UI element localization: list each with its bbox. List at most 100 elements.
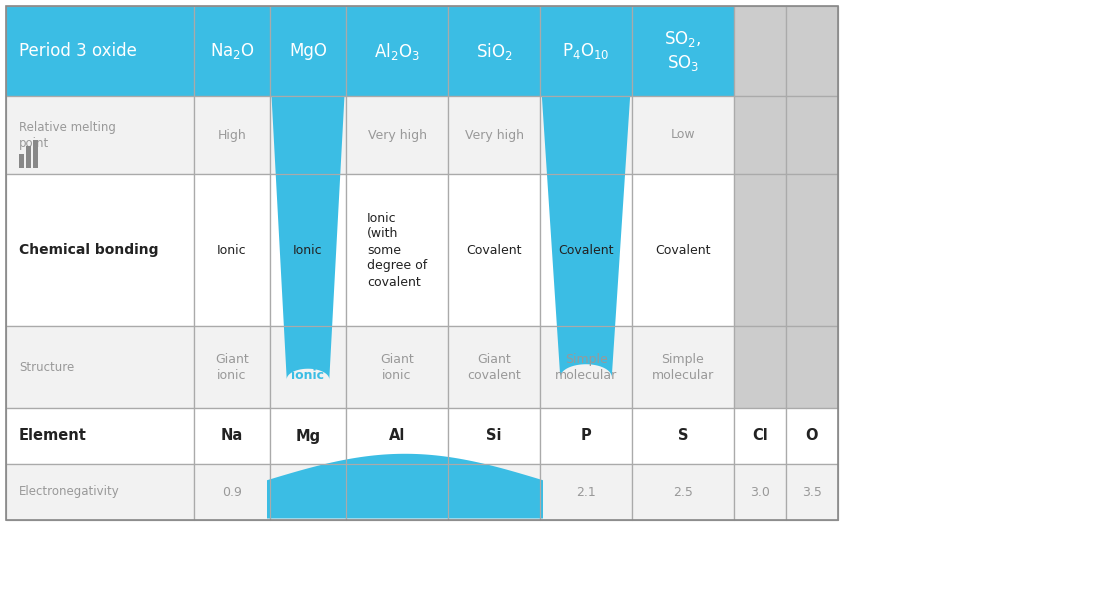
Bar xyxy=(734,464,786,520)
Bar xyxy=(346,6,448,96)
Bar xyxy=(540,408,632,464)
Text: Covalent: Covalent xyxy=(558,244,614,256)
Text: Chemical bonding: Chemical bonding xyxy=(19,243,158,257)
Bar xyxy=(632,408,734,464)
Text: Low: Low xyxy=(671,128,695,141)
Bar xyxy=(632,174,734,326)
Bar xyxy=(346,96,448,174)
Text: Simple
molecular: Simple molecular xyxy=(652,353,714,381)
Bar xyxy=(786,174,838,326)
Bar xyxy=(448,326,540,408)
Bar xyxy=(734,96,786,174)
Bar xyxy=(270,326,346,408)
Bar xyxy=(734,326,786,408)
Bar xyxy=(448,6,540,96)
Bar xyxy=(346,6,448,96)
Bar xyxy=(632,96,734,174)
Text: Al: Al xyxy=(388,429,405,443)
Bar xyxy=(632,174,734,326)
Bar xyxy=(270,326,346,408)
Text: O: O xyxy=(805,429,818,443)
Bar xyxy=(448,174,540,326)
Bar xyxy=(786,174,838,326)
Bar xyxy=(540,6,632,96)
Bar xyxy=(194,408,270,464)
Bar xyxy=(734,408,786,464)
Bar xyxy=(6,326,194,408)
Bar xyxy=(270,174,346,326)
Text: SiO$_2$: SiO$_2$ xyxy=(475,41,513,62)
Text: High: High xyxy=(218,128,246,141)
Text: P$_4$O$_{10}$: P$_4$O$_{10}$ xyxy=(562,41,609,61)
Bar xyxy=(194,174,270,326)
Polygon shape xyxy=(542,96,630,377)
Bar xyxy=(734,174,786,326)
Bar xyxy=(448,464,540,520)
Text: Giant
ionic: Giant ionic xyxy=(381,353,414,381)
Text: S: S xyxy=(678,429,689,443)
Bar xyxy=(786,408,838,464)
Text: Very high: Very high xyxy=(464,128,524,141)
Bar xyxy=(270,464,346,520)
Bar xyxy=(632,326,734,408)
Bar xyxy=(6,6,194,96)
Bar xyxy=(346,464,448,520)
Text: Si: Si xyxy=(486,429,502,443)
Bar xyxy=(6,174,194,326)
Text: Cl: Cl xyxy=(752,429,768,443)
Text: Simple
molecular: Simple molecular xyxy=(554,353,617,381)
Bar xyxy=(346,174,448,326)
Bar xyxy=(540,464,632,520)
Bar xyxy=(448,174,540,326)
Polygon shape xyxy=(272,96,344,379)
Bar xyxy=(346,326,448,408)
Bar xyxy=(270,174,346,326)
Bar xyxy=(6,96,194,174)
Text: Giant
covalent: Giant covalent xyxy=(468,353,521,381)
Bar xyxy=(194,6,270,96)
Bar xyxy=(270,464,346,520)
Bar xyxy=(346,408,448,464)
Text: 2.5: 2.5 xyxy=(673,485,693,499)
Text: 1.8: 1.8 xyxy=(484,485,504,499)
Bar xyxy=(270,6,346,96)
Bar xyxy=(194,6,270,96)
Text: Al$_2$O$_3$: Al$_2$O$_3$ xyxy=(374,41,420,62)
Text: Low: Low xyxy=(574,128,598,141)
Bar xyxy=(26,146,31,168)
Bar xyxy=(632,96,734,174)
Bar xyxy=(346,408,448,464)
Text: Period 3 oxide: Period 3 oxide xyxy=(19,42,136,60)
Bar xyxy=(270,6,346,96)
Text: Electronegativity: Electronegativity xyxy=(19,485,120,499)
Bar xyxy=(194,96,270,174)
Bar xyxy=(786,464,838,520)
Bar xyxy=(540,96,632,174)
Bar xyxy=(346,96,448,174)
Bar xyxy=(540,96,632,174)
Text: Ionic: Ionic xyxy=(217,244,246,256)
Bar xyxy=(6,464,194,520)
Text: Na$_2$O: Na$_2$O xyxy=(210,41,254,61)
Bar xyxy=(632,6,734,96)
Text: Ionic
(with
some
degree of
covalent: Ionic (with some degree of covalent xyxy=(367,211,427,289)
Bar xyxy=(6,408,194,464)
Text: MgO: MgO xyxy=(289,42,327,60)
Bar xyxy=(786,6,838,96)
Bar xyxy=(270,408,346,464)
Bar xyxy=(194,408,270,464)
Bar xyxy=(6,408,194,464)
Bar xyxy=(194,96,270,174)
Bar xyxy=(448,6,540,96)
Text: Na: Na xyxy=(221,429,243,443)
Bar xyxy=(194,464,270,520)
Text: Relative melting
point: Relative melting point xyxy=(19,121,116,149)
Bar xyxy=(786,326,838,408)
Bar xyxy=(194,174,270,326)
Bar xyxy=(734,408,786,464)
Bar xyxy=(786,96,838,174)
Bar xyxy=(346,174,448,326)
Text: Structure: Structure xyxy=(19,361,75,373)
Bar xyxy=(194,326,270,408)
Text: 2.1: 2.1 xyxy=(576,485,596,499)
